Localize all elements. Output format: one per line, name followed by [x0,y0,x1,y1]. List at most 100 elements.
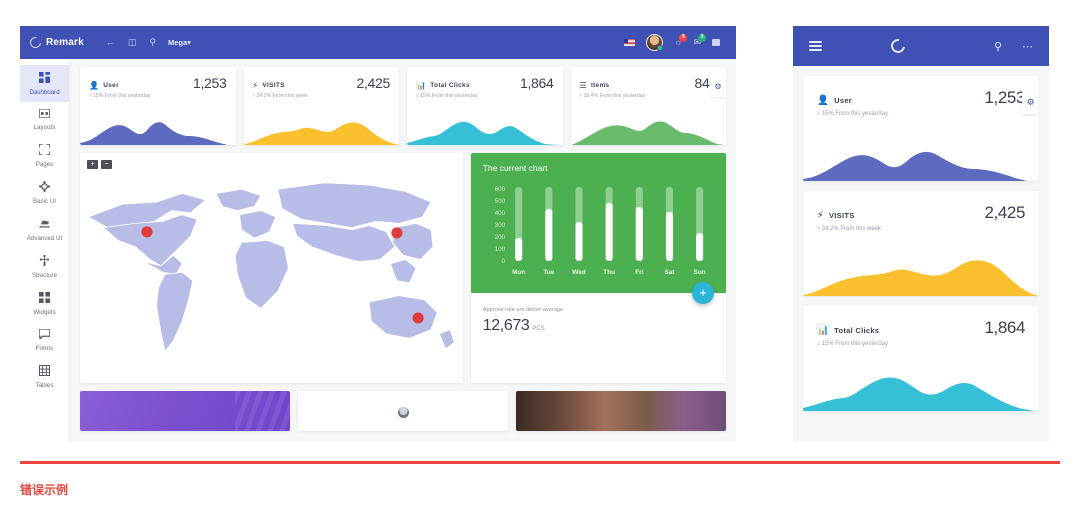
bar-chart: 600 500 400 300 200 100 0 [495,186,706,276]
purple-gradient-card[interactable] [80,391,290,431]
stat-card-user[interactable]: 👤 User 1,253 ↑ 15% From this yesterday [80,67,236,145]
stat-value: 1,253 [192,75,227,91]
chart-and-stat-card: The current chart 600 500 400 300 200 100 0 [470,153,726,383]
card-value: 2,425 [984,203,1025,222]
sidebar-item-forms[interactable]: Forms [20,322,69,358]
sidebar-label: Structure [31,272,58,279]
sidebar-item-pages[interactable]: Pages [20,137,69,174]
card-sub: ↓ 15% From this yesterday [817,341,889,347]
svg-text:100: 100 [495,246,506,253]
svg-text:400: 400 [495,210,506,217]
map-zoom-controls: + − [87,160,112,169]
photo-card[interactable] [516,391,726,431]
structure-icon [20,255,69,269]
stat-title: VISITS [262,82,285,89]
brand-name: Remark [46,37,84,48]
mobile-dashboard-mock: ⚲ ⋯ 👤 User 1,253 ↑ 15% From this yesterda… [793,26,1049,442]
search-icon[interactable]: ⚲ [993,40,1002,53]
svg-text:Sat: Sat [664,269,675,276]
mobile-topbar: ⚲ ⋯ [793,26,1049,66]
svg-text:600: 600 [495,186,506,193]
card-title: Total Clicks [834,326,880,335]
add-button[interactable]: + [692,282,714,304]
arrow-left-icon[interactable]: ← [105,37,115,47]
messages-icon[interactable]: ✉ 3 [693,34,706,47]
sidebar-label: Dashboard [29,89,60,96]
bar-chart-icon: 📊 [416,81,427,90]
bar-chart-icon: 📊 [817,325,830,336]
sidebar-item-tables[interactable]: Tables [20,358,69,395]
trend-down-icon: ↓ [416,93,419,99]
map-marker-usa [141,226,153,238]
mobile-logo[interactable] [822,36,974,56]
world-map [87,182,455,352]
map-zoom-out-button[interactable]: − [101,160,112,169]
widgets-icon [20,292,69,306]
search-icon[interactable]: ⚲ [149,37,156,47]
advanced-ui-icon [20,218,69,232]
svg-text:300: 300 [495,222,506,229]
basic-ui-icon [20,181,69,195]
map-zoom-in-button[interactable]: + [87,160,98,169]
sidebar-label: Forms [35,345,54,352]
svg-text:0: 0 [501,258,505,265]
sidebar-label: Advanced UI [26,235,63,242]
sidebar-item-basic-ui[interactable]: Basic UI [20,174,69,211]
map-marker-china [391,227,403,239]
layouts-icon [20,108,69,121]
sparkline-user [80,122,228,145]
chevron-down-icon: ▾ [187,38,191,47]
footer-note: 错误示例 [20,483,69,497]
sidebar-item-layouts[interactable]: Layouts [20,102,69,137]
stat-card-items[interactable]: ☰ Items 845 ↑ 18.4% From this yesterday ⚙ [570,67,726,145]
stat-card-visits[interactable]: ⚡ VISITS 2,425 ↑ 34.2% From this week [243,67,399,145]
approve-rate-unit: PCS [532,326,545,332]
notifications-icon[interactable]: ☼ 5 [674,34,688,47]
main-content: 👤 User 1,253 ↑ 15% From this yesterday ⚡ V… [70,59,736,442]
desktop-topbar: Remark ← ◫ ⚲ Mega▾ ☼ 5 ✉ 3 [20,26,736,59]
sidebar-item-widgets[interactable]: Widgets [20,285,69,322]
pages-icon [20,143,69,158]
user-icon: 👤 [817,95,830,106]
trend-up-icon: ↑ [817,111,820,117]
bolt-icon: ⚡ [252,81,259,90]
mobile-card-visits[interactable]: ⚡ VISITS 2,425 ↑ 34.2% From this week [803,191,1039,296]
messages-badge: 3 [698,34,706,42]
mobile-card-total-clicks[interactable]: 📊 Total Clicks 1,864 ↓ 15% From this yest… [803,306,1039,411]
window-icon[interactable] [712,39,720,46]
stat-sub: ↑ 18.4% From this yesterday [579,93,646,99]
sidebar-item-structure[interactable]: Structure [20,248,69,285]
settings-tab[interactable]: ⚙ [1022,90,1039,114]
world-map-card[interactable]: + − [80,153,463,383]
sidebar-label: Widgets [33,309,56,316]
sidebar-label: Tables [35,382,54,389]
dashboard-icon [20,72,69,86]
sidebar-item-advanced-ui[interactable]: Advanced UI [20,211,69,248]
sparkline-items [570,121,725,145]
approve-rate-value: 12,673 [482,317,530,334]
trend-up-icon: ↑ [89,93,92,99]
settings-tab[interactable]: ⚙ [710,75,726,97]
fullscreen-icon[interactable]: ◫ [127,37,137,47]
svg-text:Mon: Mon [512,269,525,276]
stat-card-total-clicks[interactable]: 📊 Total Clicks 1,864 ↓ 15% From this yest… [407,67,563,145]
hamburger-icon[interactable] [809,38,822,53]
user-icon: 👤 [89,81,100,90]
svg-text:Thu: Thu [603,269,615,276]
flag-icon[interactable] [624,39,636,46]
sidebar-label: Basic UI [32,198,57,205]
card-sub: ↑ 34.2% From this week [817,226,882,232]
avatar[interactable] [646,34,664,51]
sparkline-user [803,151,1027,181]
mobile-card-user[interactable]: 👤 User 1,253 ↑ 15% From this yesterday ⚙ [803,76,1039,181]
mega-menu-button[interactable]: Mega▾ [168,38,191,47]
tables-icon [20,364,69,379]
sidebar-item-dashboard[interactable]: Dashboard [20,65,69,102]
white-avatar-card[interactable] [298,391,508,431]
brand-logo[interactable]: Remark [27,34,84,51]
svg-text:Sun: Sun [693,269,705,276]
moon-icon [27,34,44,51]
sparkline-visits [243,122,399,145]
card-sub: ↑ 15% From this yesterday [817,111,889,117]
more-options-icon[interactable]: ⋯ [1022,40,1033,53]
